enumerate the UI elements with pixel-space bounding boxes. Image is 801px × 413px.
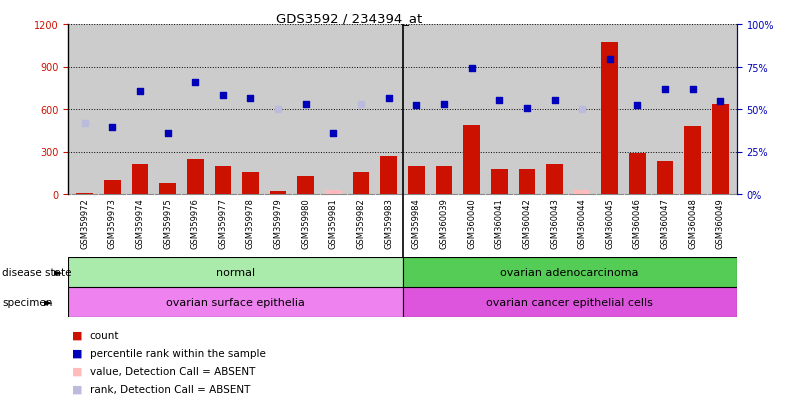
Text: ■: ■: [72, 330, 83, 340]
Text: GSM360047: GSM360047: [661, 198, 670, 249]
Bar: [403, 257, 737, 287]
Text: GSM359974: GSM359974: [135, 198, 144, 248]
Point: [78, 121, 91, 127]
Bar: [131, 165, 148, 195]
Text: ■: ■: [72, 366, 83, 376]
Text: GSM359977: GSM359977: [219, 198, 227, 249]
Bar: [403, 287, 737, 317]
Text: ►: ►: [44, 297, 53, 307]
Bar: [325, 190, 342, 195]
Point: [134, 88, 147, 95]
Text: GSM359979: GSM359979: [274, 198, 283, 248]
Bar: [187, 160, 203, 195]
Point: [244, 95, 257, 102]
Bar: [270, 192, 287, 195]
Bar: [104, 180, 121, 195]
Bar: [242, 173, 259, 195]
Text: GSM359980: GSM359980: [301, 198, 310, 248]
Point: [300, 102, 312, 108]
Point: [272, 107, 284, 113]
Bar: [574, 191, 590, 195]
Bar: [408, 166, 425, 195]
Bar: [546, 164, 563, 195]
Text: ovarian adenocarcinoma: ovarian adenocarcinoma: [501, 267, 639, 277]
Point: [327, 131, 340, 137]
Bar: [684, 127, 701, 195]
Text: GSM360046: GSM360046: [633, 198, 642, 249]
Bar: [602, 43, 618, 195]
Bar: [657, 161, 674, 195]
Text: GSM360042: GSM360042: [522, 198, 531, 248]
Text: percentile rank within the sample: percentile rank within the sample: [90, 348, 266, 358]
Text: GSM359982: GSM359982: [356, 198, 365, 248]
Bar: [76, 193, 93, 195]
Text: GSM359976: GSM359976: [191, 198, 199, 249]
Text: GSM359972: GSM359972: [80, 198, 89, 248]
Point: [714, 98, 727, 104]
Point: [658, 87, 671, 93]
Bar: [380, 157, 397, 195]
Text: GDS3592 / 234394_at: GDS3592 / 234394_at: [276, 12, 422, 25]
Point: [216, 92, 229, 99]
Text: GSM359981: GSM359981: [329, 198, 338, 248]
Point: [410, 103, 423, 109]
Text: GSM360048: GSM360048: [688, 198, 697, 249]
Point: [437, 102, 450, 108]
Text: ovarian cancer epithelial cells: ovarian cancer epithelial cells: [486, 297, 653, 307]
Bar: [297, 176, 314, 195]
Text: ►: ►: [54, 267, 63, 277]
Point: [493, 97, 505, 104]
Bar: [352, 173, 369, 195]
Text: GSM359983: GSM359983: [384, 198, 393, 249]
Point: [686, 87, 699, 93]
Text: GSM360045: GSM360045: [606, 198, 614, 248]
Point: [521, 105, 533, 112]
Text: GSM359973: GSM359973: [108, 198, 117, 249]
Text: GSM360041: GSM360041: [495, 198, 504, 248]
Bar: [712, 105, 729, 195]
Text: specimen: specimen: [2, 297, 53, 307]
Text: GSM360039: GSM360039: [440, 198, 449, 249]
Text: ■: ■: [72, 348, 83, 358]
Bar: [68, 257, 403, 287]
Text: GSM359975: GSM359975: [163, 198, 172, 248]
Text: GSM359978: GSM359978: [246, 198, 255, 249]
Point: [355, 102, 368, 108]
Point: [106, 125, 119, 131]
Text: GSM359984: GSM359984: [412, 198, 421, 248]
Bar: [68, 287, 403, 317]
Bar: [629, 154, 646, 195]
Point: [631, 103, 644, 109]
Point: [465, 65, 478, 72]
Text: ovarian surface epithelia: ovarian surface epithelia: [166, 297, 304, 307]
Point: [161, 131, 174, 137]
Text: GSM360044: GSM360044: [578, 198, 586, 248]
Text: GSM360049: GSM360049: [716, 198, 725, 248]
Point: [576, 107, 589, 113]
Bar: [518, 170, 535, 195]
Text: GSM360040: GSM360040: [467, 198, 476, 248]
Text: GSM360043: GSM360043: [550, 198, 559, 249]
Bar: [463, 125, 480, 195]
Point: [548, 97, 561, 104]
Text: value, Detection Call = ABSENT: value, Detection Call = ABSENT: [90, 366, 255, 376]
Text: disease state: disease state: [2, 267, 72, 277]
Bar: [159, 183, 176, 195]
Bar: [215, 167, 231, 195]
Point: [382, 96, 395, 102]
Point: [603, 57, 616, 64]
Bar: [436, 166, 453, 195]
Point: [189, 80, 202, 86]
Text: normal: normal: [215, 267, 255, 277]
Text: count: count: [90, 330, 119, 340]
Text: ■: ■: [72, 384, 83, 394]
Text: rank, Detection Call = ABSENT: rank, Detection Call = ABSENT: [90, 384, 250, 394]
Bar: [491, 169, 508, 195]
